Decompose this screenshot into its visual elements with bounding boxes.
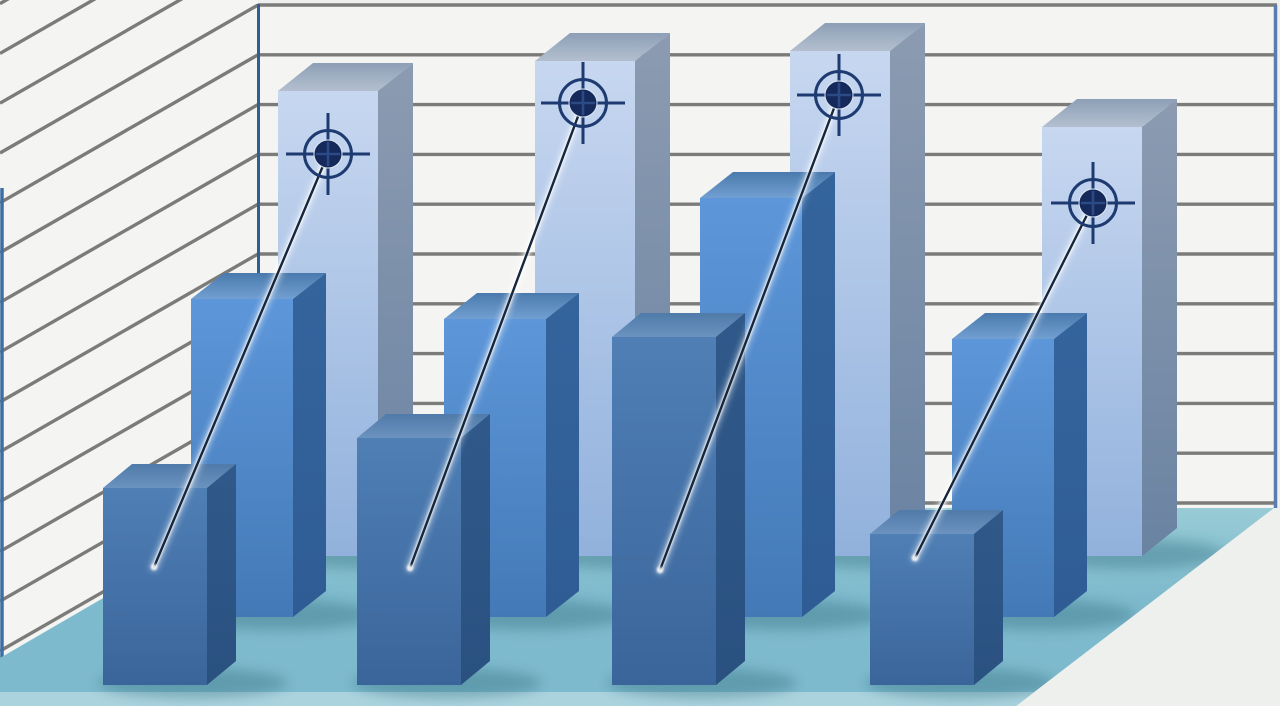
bar-side-face [207,464,236,685]
target-crosshair-icon [797,54,881,136]
bar-front-3 [612,313,745,685]
bar-top-face [535,33,670,61]
side-wall-line [0,0,258,55]
needle-line [405,98,588,573]
side-wall-line [0,0,258,105]
bar-front-4 [870,510,1003,685]
needle-lines [149,90,1098,575]
target-crosshair-icon [286,113,370,195]
bar-top-face [952,313,1087,339]
side-wall-line [0,202,258,354]
bar-top-face [278,63,413,91]
bar-side-face [461,414,490,685]
bar-side-face [1054,313,1087,617]
bar-front-face [870,534,974,685]
bar-front-1 [103,464,236,685]
target-crosshairs [286,54,1135,244]
bar-side-face [1142,99,1177,556]
bar-side-face [546,293,579,617]
bar-side-face [974,510,1003,685]
bar-top-face [103,464,236,488]
bar-top-face [612,313,745,337]
target-crosshair-icon [1051,162,1135,244]
side-wall-line [0,152,258,304]
side-wall-line [0,53,258,205]
needle-end-glint [912,555,918,561]
target-crosshair-icon [541,62,625,144]
bar-side-face [293,273,326,617]
needle-end-glint [407,565,413,571]
bar-front-2 [357,414,490,685]
needle-line [910,198,1098,563]
bar-side-face [802,172,835,617]
bar-side-face [716,313,745,685]
side-wall-line [0,103,258,255]
side-wall-line [0,252,258,404]
bar-top-face [191,273,326,299]
bar-side-face [890,23,925,556]
needle-end-glint [151,564,157,570]
side-wall-line [0,3,258,155]
bar-top-face [790,23,925,51]
bars [103,23,1177,685]
needle-line [149,149,333,572]
bar-front-face [103,488,207,685]
needle-line [655,90,844,575]
needle-end-glint [657,567,663,573]
bar-front-face [612,337,716,685]
bar-top-face [1042,99,1177,127]
floor-front-edge-strip [0,692,1040,706]
